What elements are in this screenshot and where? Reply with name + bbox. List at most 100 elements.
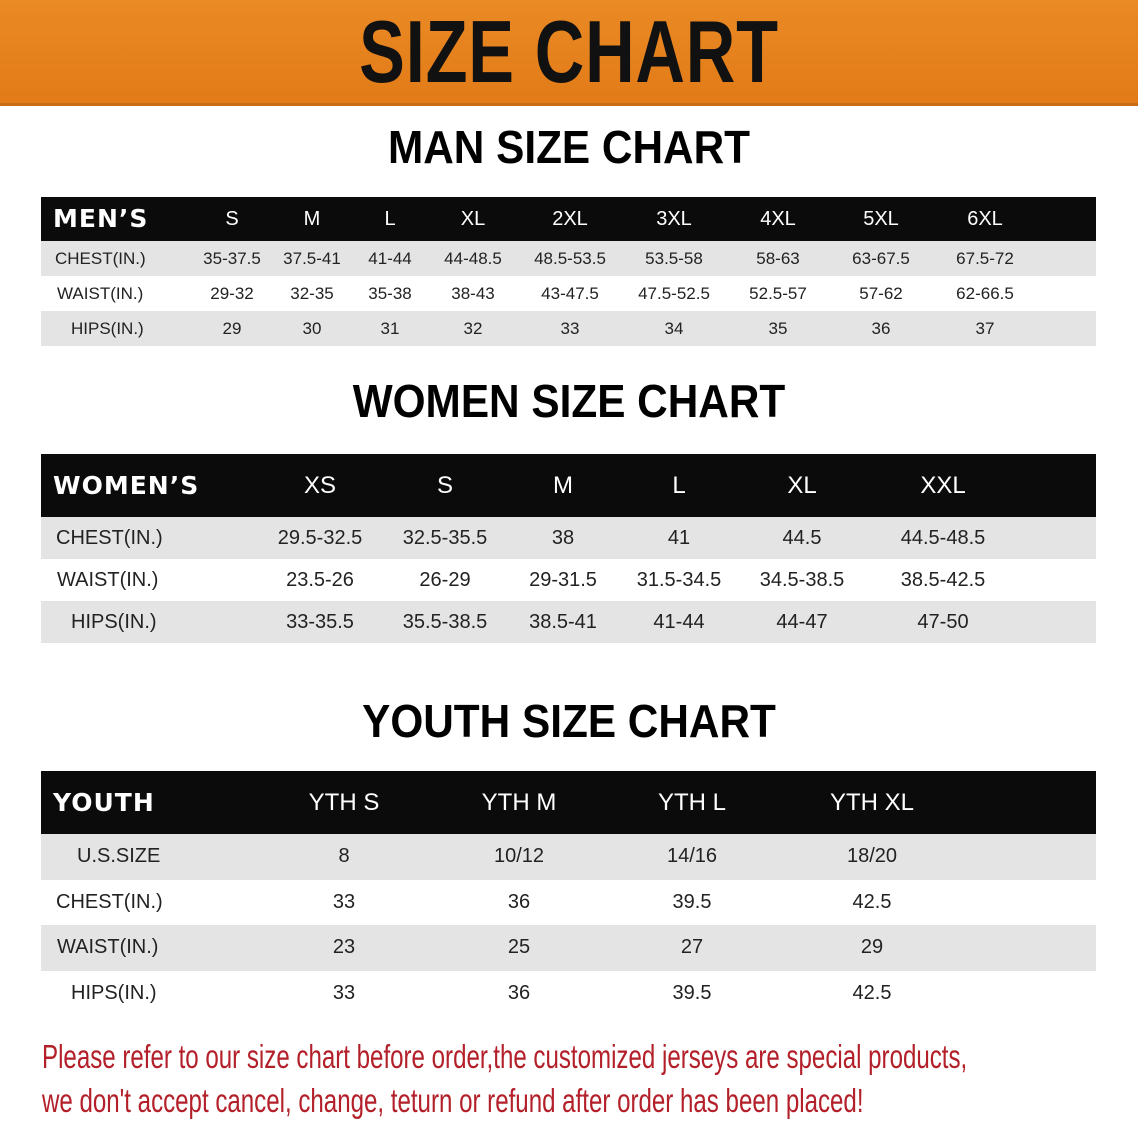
table-cell: 29 <box>222 319 242 338</box>
women-header-label: WOMEN’S <box>53 471 200 500</box>
table-cell: 29.5-32.5 <box>277 527 363 549</box>
table-row: WAIST(IN.) 23.5-26 26-29 29-31.5 31.5-34.5 34… <box>41 559 1096 601</box>
table-cell: 42.5 <box>852 890 892 913</box>
table-cell: 41-44 <box>653 611 705 633</box>
table-cell: 44.5 <box>782 527 822 549</box>
size-header: XXL <box>920 472 966 499</box>
size-header: M <box>303 208 321 230</box>
table-row: WAIST(IN.) 23 25 27 29 <box>41 925 1096 971</box>
table-cell: 38.5-42.5 <box>900 569 986 591</box>
table-cell: 29-32 <box>210 284 254 303</box>
table-cell: 58-63 <box>756 249 800 268</box>
row-label: CHEST(IN.) <box>56 527 163 549</box>
size-header: M <box>553 472 573 499</box>
women-section-title: WOMEN SIZE CHART <box>352 375 786 427</box>
table-cell: 32.5-35.5 <box>402 527 488 549</box>
size-header: S <box>436 472 454 499</box>
size-chart-banner: SIZE CHART <box>0 0 1138 106</box>
table-cell: 37.5-41 <box>283 249 341 268</box>
size-header: L <box>384 208 396 230</box>
size-header: YTH M <box>481 789 557 816</box>
table-cell: 23 <box>332 936 356 958</box>
table-cell: 36 <box>507 981 531 1004</box>
table-cell: 33-35.5 <box>286 611 354 633</box>
table-cell: 35 <box>768 319 788 338</box>
table-cell: 67.5-72 <box>956 249 1014 268</box>
women-header-row: WOMEN’S XS S M L XL XXL <box>41 454 1096 517</box>
table-cell: 18/20 <box>846 845 898 867</box>
table-row: WAIST(IN.) 29-32 32-35 35-38 38-43 43-47.5 47.… <box>41 276 1096 311</box>
table-cell: 33 <box>332 890 356 913</box>
table-cell: 42.5 <box>852 981 892 1004</box>
table-cell: 62-66.5 <box>956 284 1014 303</box>
size-header: S <box>225 208 239 230</box>
men-section-title: MAN SIZE CHART <box>387 121 751 173</box>
table-row: CHEST(IN.) 29.5-32.5 32.5-35.5 38 41 44.5 44.5… <box>41 517 1096 559</box>
table-cell: 43-47.5 <box>541 284 599 303</box>
table-cell: 32-35 <box>290 284 334 303</box>
size-header: XL <box>787 472 817 499</box>
table-cell: 29-31.5 <box>529 569 597 591</box>
men-header-label: MEN’S <box>53 204 149 233</box>
table-cell: 41-44 <box>368 249 412 268</box>
table-cell: 53.5-58 <box>645 249 703 268</box>
row-label: HIPS(IN.) <box>71 981 157 1004</box>
youth-header-row: YOUTH YTH S YTH M YTH L YTH XL <box>41 771 1096 834</box>
table-cell: 44-48.5 <box>444 249 502 268</box>
table-cell: 10/12 <box>493 845 545 867</box>
table-cell: 31 <box>380 319 400 338</box>
row-label: WAIST(IN.) <box>57 936 159 958</box>
table-cell: 38.5-41 <box>529 611 597 633</box>
table-cell: 38 <box>551 527 575 549</box>
table-cell: 57-62 <box>859 284 903 303</box>
table-cell: 27 <box>680 936 704 958</box>
table-cell: 41 <box>667 527 691 549</box>
table-cell: 26-29 <box>419 569 471 591</box>
banner-title: SIZE CHART <box>359 2 779 101</box>
table-cell: 52.5-57 <box>749 284 807 303</box>
table-cell: 47-50 <box>917 611 969 633</box>
table-row: CHEST(IN.) 33 36 39.5 42.5 <box>41 879 1096 925</box>
size-header: 2XL <box>552 208 588 230</box>
table-row: U.S.SIZE 8 10/12 14/16 18/20 <box>41 834 1096 880</box>
row-label: WAIST(IN.) <box>57 284 144 303</box>
row-label: CHEST(IN.) <box>55 249 146 268</box>
row-label: WAIST(IN.) <box>57 569 159 591</box>
youth-header-label: YOUTH <box>53 788 155 817</box>
table-cell: 36 <box>507 890 531 913</box>
table-cell: 48.5-53.5 <box>534 249 606 268</box>
table-cell: 35.5-38.5 <box>402 611 488 633</box>
size-header: XL <box>460 208 486 230</box>
row-label: CHEST(IN.) <box>56 890 163 913</box>
youth-section-title: YOUTH SIZE CHART <box>362 695 776 747</box>
size-header: 5XL <box>863 208 899 230</box>
table-cell: 34.5-38.5 <box>759 569 845 591</box>
table-cell: 37 <box>975 319 995 338</box>
table-cell: 44-47 <box>776 611 828 633</box>
table-cell: 63-67.5 <box>852 249 910 268</box>
table-cell: 33 <box>332 981 356 1004</box>
size-header: L <box>672 472 686 499</box>
size-header: YTH S <box>308 789 380 816</box>
table-cell: 34 <box>664 319 684 338</box>
table-cell: 32 <box>463 319 483 338</box>
size-header: XS <box>303 472 337 499</box>
table-cell: 8 <box>338 845 350 867</box>
size-header: YTH L <box>657 789 727 816</box>
table-cell: 36 <box>871 319 891 338</box>
size-header: 3XL <box>656 208 692 230</box>
table-row: HIPS(IN.) 33 36 39.5 42.5 <box>41 970 1096 1016</box>
size-header: 4XL <box>760 208 796 230</box>
row-label: HIPS(IN.) <box>71 611 157 633</box>
table-row: HIPS(IN.) 33-35.5 35.5-38.5 38.5-41 41-44 44-… <box>41 601 1096 643</box>
table-cell: 30 <box>302 319 322 338</box>
notice-line-1: Please refer to our size chart before or… <box>42 1038 968 1075</box>
table-cell: 31.5-34.5 <box>636 569 722 591</box>
table-cell: 38-43 <box>451 284 495 303</box>
row-label: HIPS(IN.) <box>71 319 144 338</box>
table-cell: 39.5 <box>672 981 712 1004</box>
men-header-row: MEN’S S M L XL 2XL 3XL 4XL 5XL 6XL <box>41 197 1096 241</box>
table-row: CHEST(IN.) 35-37.5 37.5-41 41-44 44-48.5 48.5… <box>41 241 1096 276</box>
row-label: U.S.SIZE <box>77 845 161 867</box>
size-header: YTH XL <box>829 789 915 816</box>
